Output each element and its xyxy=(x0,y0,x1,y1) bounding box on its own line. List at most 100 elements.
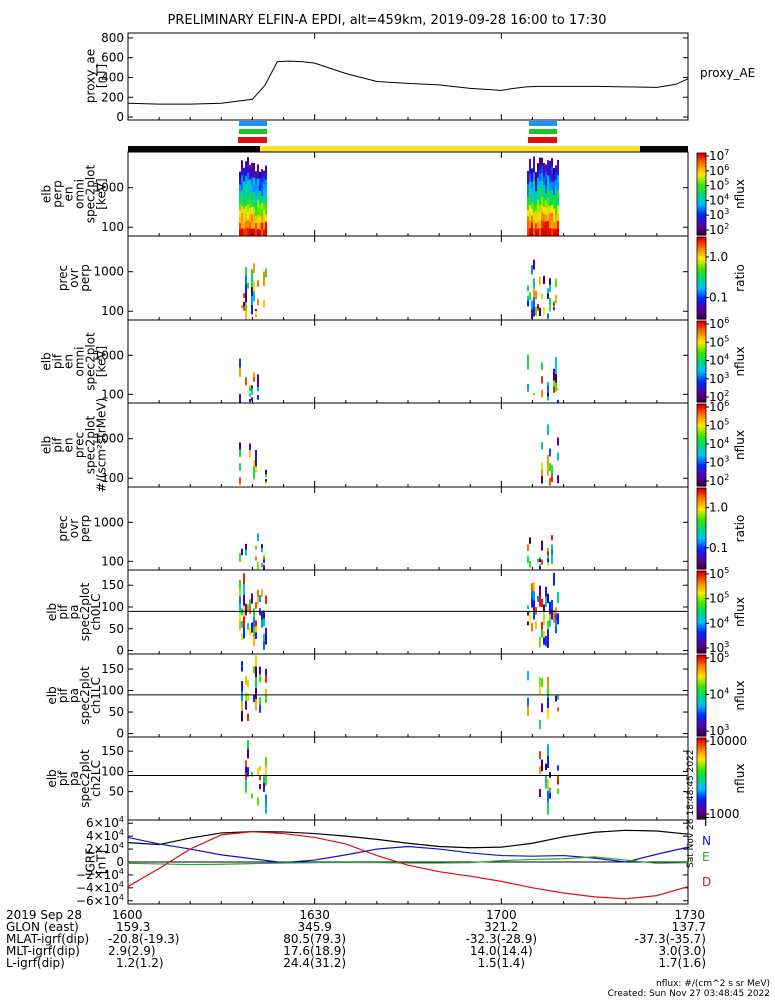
colorbar-tick-label: 10000 xyxy=(709,734,747,748)
spectrogram-cell xyxy=(539,220,541,229)
spectrogram-cell xyxy=(259,704,261,713)
spectrogram-cell xyxy=(263,222,265,230)
tick-exponent: 4 xyxy=(119,828,124,837)
spectrogram-cell xyxy=(547,385,549,390)
spectrogram-cell xyxy=(245,549,247,556)
colorbar-swatch xyxy=(697,758,706,761)
tick-exponent: 5 xyxy=(724,178,729,187)
orbit-row-value: 1.5(1.4) xyxy=(478,956,526,970)
spectrogram-cell xyxy=(547,790,549,803)
colorbar-swatch xyxy=(697,810,706,814)
proxy-ae-panel: 0 200 400 600 800 proxy_AE proxy_ae[nT] xyxy=(84,31,756,124)
spectrogram-cell xyxy=(547,288,549,294)
orbit-row-label: MLAT-igrf(dip) xyxy=(6,932,89,946)
tick-base: 10 xyxy=(709,179,724,193)
colorbar-swatch xyxy=(697,812,706,816)
y-tick-label: −6×104 xyxy=(76,893,124,908)
spectrogram-cell xyxy=(243,616,245,628)
spectrogram-cell xyxy=(247,220,249,229)
spectrogram-cell xyxy=(533,164,535,173)
orbit-row-value: 1730 xyxy=(674,908,705,922)
spectrogram-cell xyxy=(533,278,535,289)
spectrogram-cell xyxy=(263,229,265,237)
colorbar-swatch xyxy=(697,618,706,621)
spectrogram-cell xyxy=(251,304,253,315)
spectrogram-cell xyxy=(527,177,529,185)
spectrogram-cell xyxy=(261,169,263,177)
spectrogram-cell xyxy=(257,589,259,598)
spectrogram-cell xyxy=(545,763,547,771)
colorbar-tick-label: 104 xyxy=(709,615,729,630)
colorbar-tick-label: 102 xyxy=(709,222,729,237)
spectrogram-cell xyxy=(241,700,243,712)
spectrogram-cell xyxy=(547,755,549,768)
spectrogram-cell xyxy=(265,193,267,202)
spectrogram-cell xyxy=(263,774,265,784)
colorbar-swatch xyxy=(697,302,706,306)
colorbar-frame xyxy=(696,236,707,320)
spectrogram-cell xyxy=(259,197,261,205)
spectrogram-cell xyxy=(247,693,249,701)
colorbar-swatch xyxy=(697,729,706,733)
spectrogram-cell xyxy=(531,622,533,632)
tick-exponent: 4 xyxy=(119,841,124,850)
spectrogram-panels: 1001000elbperpenomnispec2plot[keV]100100… xyxy=(40,33,689,904)
colorbar-tick-label: 102 xyxy=(709,389,729,404)
colorbar-tick-label: 102 xyxy=(709,473,729,488)
spectrogram-cell xyxy=(529,228,531,237)
y-axis-label-line: en xyxy=(62,187,76,202)
spectrogram-cell xyxy=(255,632,257,639)
tick-exponent: 4 xyxy=(119,893,124,902)
colorbar-swatch xyxy=(697,292,706,295)
spectrogram-cell xyxy=(555,193,557,202)
spectrogram-cell xyxy=(555,172,557,181)
spectrogram-cell xyxy=(533,297,535,308)
spectrogram-cell xyxy=(251,278,253,288)
spectrogram-cell xyxy=(245,168,247,177)
colorbar-swatch xyxy=(697,412,706,415)
spectrogram-cell xyxy=(241,160,243,169)
spectrogram-cell xyxy=(527,229,529,237)
spectrogram-cell xyxy=(547,551,549,556)
colorbar-swatch xyxy=(697,375,706,379)
colorbar-frame xyxy=(696,152,707,236)
igrf-legend-E: E xyxy=(702,850,710,864)
colorbar-swatch xyxy=(697,428,706,432)
tick-base: 10 xyxy=(709,437,724,451)
spectrogram-cell xyxy=(539,585,541,597)
spectrogram-cell xyxy=(533,393,535,395)
spectrogram-cell xyxy=(549,284,551,292)
spectrogram-cell xyxy=(241,633,243,641)
spectrogram-cell xyxy=(547,744,549,757)
status-bar-yellow xyxy=(260,146,640,152)
spectrogram-cell xyxy=(535,229,537,237)
colorbar-swatch xyxy=(697,357,706,361)
spectrogram-cell xyxy=(533,212,535,221)
colorbar-swatch xyxy=(697,540,706,544)
colorbar-swatch xyxy=(697,363,706,367)
tick-exponent: 2 xyxy=(724,222,729,231)
colorbar-tick-label: 103 xyxy=(709,640,729,655)
colorbar-swatch xyxy=(697,239,706,242)
colorbar-swatch xyxy=(697,816,706,820)
spectrogram-cell xyxy=(555,374,557,384)
colorbar-swatch xyxy=(697,257,706,261)
spectrogram-cell xyxy=(553,609,555,623)
y-tick-label: 100 xyxy=(101,471,124,485)
spectrogram-cell xyxy=(241,690,243,702)
colorbar-label-text: ratio xyxy=(733,264,747,292)
y-tick-label: 100 xyxy=(101,684,124,698)
spectrogram-cell xyxy=(253,617,255,628)
colorbar-swatch xyxy=(697,599,706,603)
igrf-line-T xyxy=(127,829,689,849)
colorbar-swatch xyxy=(697,280,706,283)
tick-base: 10 xyxy=(709,208,724,222)
spectrogram-cell xyxy=(541,212,543,221)
tick-exponent: 7 xyxy=(724,148,729,157)
colorbar-swatch xyxy=(697,585,706,588)
orbit-row-value: 1630 xyxy=(299,908,330,922)
spectrogram-cell xyxy=(255,460,257,467)
spectrogram-cell xyxy=(245,377,247,386)
